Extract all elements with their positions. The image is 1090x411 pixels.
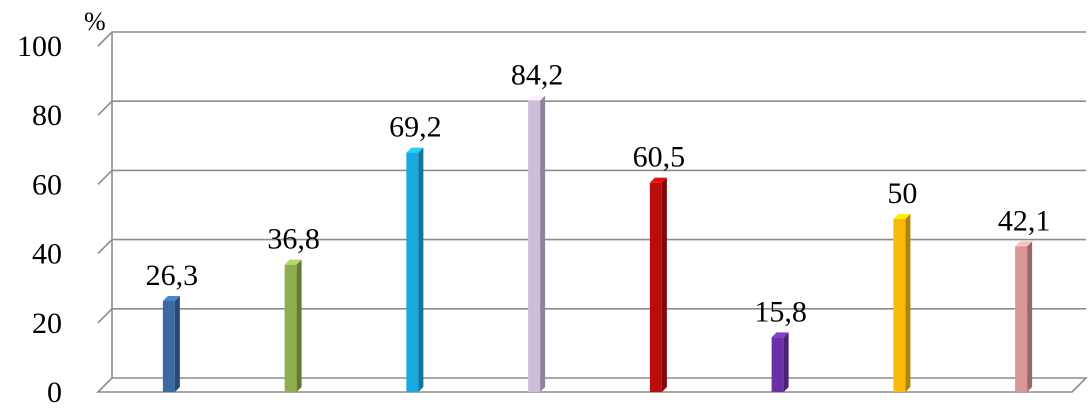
y-axis-unit-label: % xyxy=(84,7,106,36)
bar xyxy=(162,296,180,392)
bar-side xyxy=(661,177,667,392)
gridline xyxy=(97,169,1086,185)
y-tick-label: 100 xyxy=(17,30,62,63)
y-tick-label: 80 xyxy=(32,99,62,132)
data-label: 36,8 xyxy=(267,223,320,256)
bars xyxy=(162,95,1033,392)
bar xyxy=(893,214,911,392)
bar-side xyxy=(905,214,911,392)
data-label: 69,2 xyxy=(389,111,442,144)
y-tick-label: 60 xyxy=(32,168,62,201)
bar-front xyxy=(528,100,541,392)
bar-side xyxy=(296,259,302,392)
data-label: 26,3 xyxy=(146,259,199,292)
bar-top xyxy=(771,332,789,338)
data-label: 50 xyxy=(887,177,917,210)
grid-lines xyxy=(96,31,1088,393)
data-label: 42,1 xyxy=(998,204,1051,237)
data-label: 84,2 xyxy=(511,59,564,92)
bar-top xyxy=(893,214,911,219)
x-axis-floor xyxy=(96,377,1088,393)
bar-front xyxy=(1015,246,1028,392)
gridline xyxy=(97,100,1086,116)
data-labels: 26,3 36,8 69,2 84,2 60,5 15,8 50 42,1 xyxy=(146,59,1051,329)
gridline xyxy=(97,238,1086,255)
bar-front xyxy=(162,301,175,392)
bar-front xyxy=(284,264,297,392)
gridline xyxy=(97,31,1086,47)
bar-front xyxy=(893,219,906,392)
bar-top xyxy=(649,177,667,183)
bar-front xyxy=(406,152,419,392)
y-tick-label: 0 xyxy=(47,376,62,409)
bar-front xyxy=(771,337,784,392)
bar-front xyxy=(649,182,662,392)
gridline xyxy=(97,308,1086,324)
y-tick-label: 20 xyxy=(32,307,62,340)
bar-side xyxy=(418,147,424,392)
bar-top xyxy=(284,259,302,265)
bar-top xyxy=(528,95,546,101)
bar xyxy=(1015,241,1033,392)
bar-side xyxy=(783,332,789,392)
bar-side xyxy=(540,95,546,392)
y-axis-tick-labels: 0 20 40 60 80 100 xyxy=(17,30,62,409)
data-label: 15,8 xyxy=(754,295,807,328)
bar-top xyxy=(162,296,180,302)
y-tick-label: 40 xyxy=(32,238,62,271)
bar xyxy=(406,147,424,392)
bar xyxy=(649,177,667,392)
bar-side xyxy=(174,296,180,392)
bar xyxy=(771,332,789,392)
data-label: 60,5 xyxy=(633,141,686,174)
bar-top xyxy=(406,147,424,153)
bar xyxy=(528,95,546,392)
bar-top xyxy=(1015,241,1033,247)
bar xyxy=(284,259,302,392)
bar-side xyxy=(1027,241,1033,392)
